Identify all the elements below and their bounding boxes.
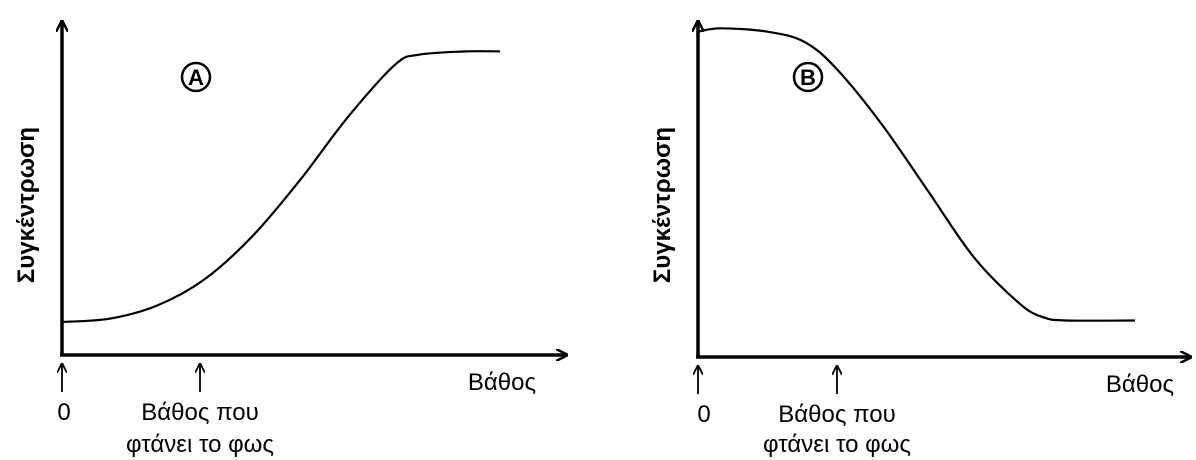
panel-b: Συγκέντρωση Βάθος B 0 Βάθος που φτάνει τ… xyxy=(649,22,1190,458)
x-axis-label: Βάθος xyxy=(468,369,536,396)
light-depth-label-line1: Βάθος που xyxy=(141,399,259,426)
y-axis-label: Συγκέντρωση xyxy=(649,127,676,283)
panel-letter-circle xyxy=(180,61,212,93)
light-depth-label-line2: φτάνει το φως xyxy=(126,431,274,458)
y-axis-label: Συγκέντρωση xyxy=(13,127,40,283)
origin-label: 0 xyxy=(57,399,70,426)
panel-letter-circle xyxy=(792,61,824,93)
panel-letter: B xyxy=(800,65,816,90)
concentration-curve xyxy=(697,27,1136,322)
light-depth-label-line1: Βάθος που xyxy=(778,401,896,428)
concentration-curve xyxy=(61,50,500,324)
origin-label: 0 xyxy=(697,401,710,428)
x-axis-label: Βάθος xyxy=(1106,371,1174,398)
light-depth-label-line2: φτάνει το φως xyxy=(763,431,911,458)
panel-letter: A xyxy=(188,65,204,90)
panel-a: Συγκέντρωση Βάθος A 0 Βάθος που φτάνει τ… xyxy=(13,22,566,458)
